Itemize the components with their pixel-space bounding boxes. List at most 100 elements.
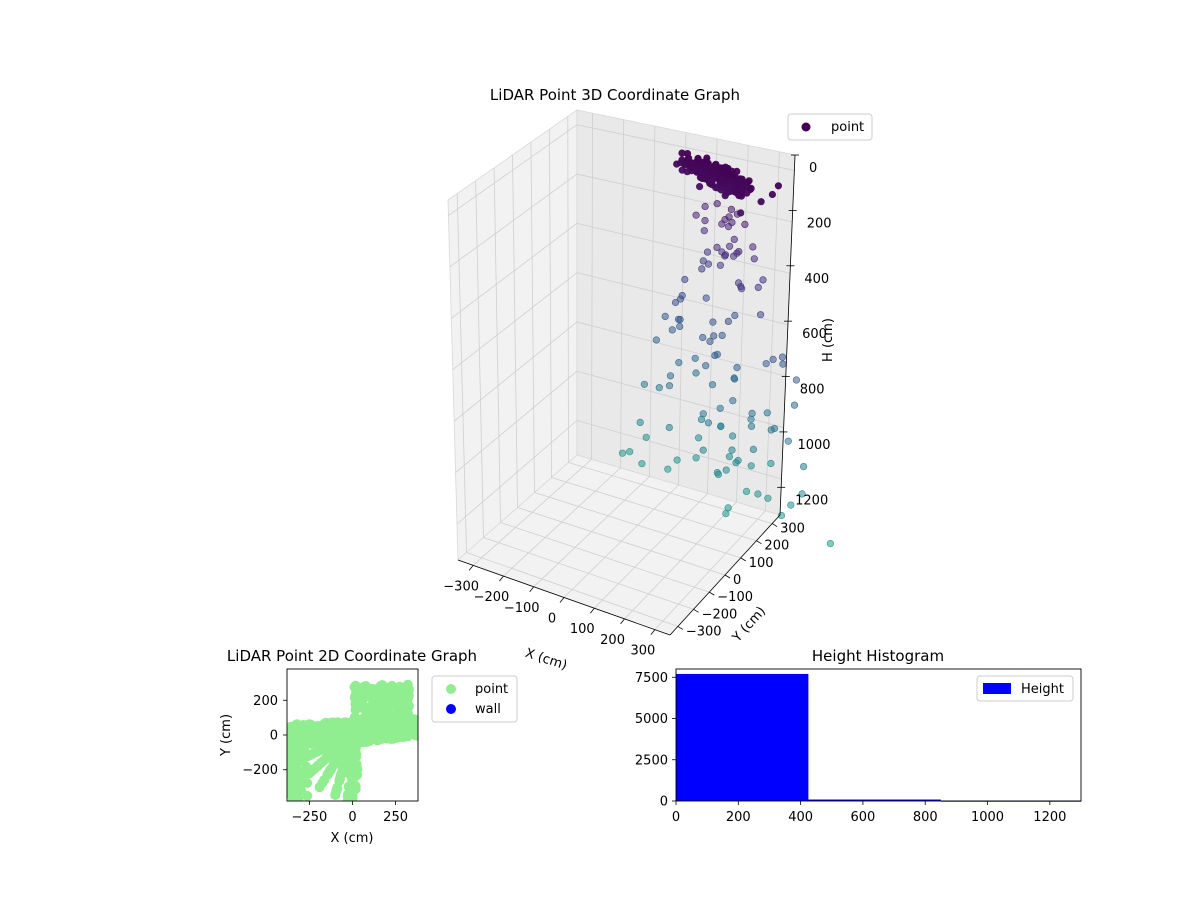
point-3d — [692, 454, 700, 462]
y-tick-label-3d: −300 — [686, 624, 722, 639]
x-tick-3d — [650, 629, 656, 635]
grid-3d — [448, 113, 795, 630]
point-3d — [638, 460, 646, 468]
point-3d — [699, 333, 707, 342]
x-tick-label-3d: 100 — [570, 622, 595, 637]
point-3d — [741, 220, 749, 228]
point-3d — [676, 315, 684, 324]
point-3d — [724, 317, 733, 326]
point-3d — [678, 166, 686, 174]
point-3d — [665, 382, 674, 390]
grid-line — [456, 420, 578, 525]
chart-2d-title: LiDAR Point 2D Coordinate Graph — [227, 647, 477, 665]
point-3d — [742, 487, 751, 496]
histogram-title: Height Histogram — [812, 647, 944, 665]
point-2d — [383, 701, 394, 712]
grid-line — [707, 138, 718, 494]
y-axis-label-2d: Y (cm) — [219, 714, 234, 757]
y-tick-3d — [740, 557, 746, 562]
point-3d — [749, 445, 758, 454]
y-tick-label-hist: 0 — [660, 795, 668, 810]
z-tick-label-3d: 0 — [809, 161, 817, 176]
y-tick-label-3d: 300 — [780, 522, 805, 537]
z-tick-label-3d: 800 — [800, 383, 825, 398]
chart-3d-title: LiDAR Point 3D Coordinate Graph — [490, 86, 740, 104]
point-3d — [618, 449, 627, 457]
point-3d — [700, 227, 708, 235]
z-tick-label-3d: 400 — [804, 272, 829, 287]
point-3d — [701, 217, 709, 225]
point-2d — [290, 772, 301, 783]
point-3d — [716, 261, 725, 269]
grid-line — [517, 507, 726, 576]
grid-line — [448, 124, 578, 216]
y-tick-3d — [677, 626, 684, 630]
point-3d — [636, 418, 644, 427]
point-3d — [768, 190, 777, 199]
legend-2d-marker-wall — [446, 704, 456, 714]
point-2d — [325, 764, 336, 775]
point-3d — [774, 182, 783, 190]
z-axis-line — [779, 154, 796, 516]
point-3d — [799, 463, 808, 471]
point-2d — [377, 680, 388, 691]
point-3d — [718, 220, 726, 228]
point-2d — [351, 749, 362, 760]
point-3d — [666, 372, 675, 380]
ticks-hist: 0 200 400 600 800 1000 1200 0 2500 5000 7500 — [635, 671, 1066, 825]
grid-line — [591, 113, 593, 460]
grid-line — [483, 537, 694, 610]
point-3d — [730, 374, 738, 382]
point-3d — [729, 252, 738, 260]
point-3d — [787, 501, 795, 509]
point-3d — [734, 279, 743, 287]
point-3d — [756, 311, 765, 319]
point-3d — [673, 160, 681, 168]
point-3d — [750, 255, 758, 263]
y-tick-3d — [756, 540, 762, 545]
point-3d — [728, 446, 736, 454]
point-3d — [701, 174, 709, 182]
y-tick-label-hist: 2500 — [635, 753, 668, 768]
plot-frame-hist — [675, 668, 1082, 802]
points-3d — [618, 149, 835, 548]
grid-line — [451, 223, 578, 319]
x-tick-label-2d: 0 — [348, 810, 356, 825]
point-3d — [665, 423, 673, 432]
point-3d — [714, 470, 723, 479]
y-tick-3d — [771, 523, 778, 527]
point-3d — [655, 384, 663, 392]
grid-line — [736, 145, 749, 503]
grid-line — [567, 116, 569, 463]
grid-line — [576, 420, 782, 480]
grid-line — [466, 552, 678, 627]
point-3d — [721, 192, 729, 200]
point-3d — [748, 409, 756, 418]
point-2d — [319, 719, 330, 730]
point-2d — [287, 795, 298, 801]
x-axis-label-3d: X (cm) — [523, 646, 569, 674]
ticks-3d: −300−200−1000100200300−300−200−100010020… — [443, 154, 832, 659]
point-2d — [392, 705, 403, 716]
point-2d — [376, 689, 387, 700]
point-2d — [292, 784, 303, 795]
point-3d — [778, 353, 787, 361]
x-axis-label-2d: X (cm) — [331, 831, 374, 846]
point-3d — [749, 243, 757, 251]
point-2d — [352, 764, 363, 775]
x-tick-label-3d: 0 — [548, 612, 556, 627]
legend-3d-marker — [801, 122, 811, 132]
point-2d — [384, 726, 395, 737]
point-3d — [702, 362, 710, 370]
point-3d — [642, 433, 650, 441]
points-2d — [287, 679, 418, 801]
y-tick-label-3d: −200 — [702, 607, 738, 622]
grid-line — [576, 173, 793, 223]
chart-2d: LiDAR Point 2D Coordinate Graph −250 0 250… — [219, 647, 518, 846]
y-tick-label-hist: 5000 — [635, 712, 668, 727]
z-tick-label-3d: 1200 — [795, 493, 828, 508]
point-3d — [764, 494, 772, 502]
point-2d — [371, 734, 382, 745]
x-tick-label-hist: 400 — [788, 810, 813, 825]
y-tick-label-3d: 0 — [733, 573, 741, 588]
